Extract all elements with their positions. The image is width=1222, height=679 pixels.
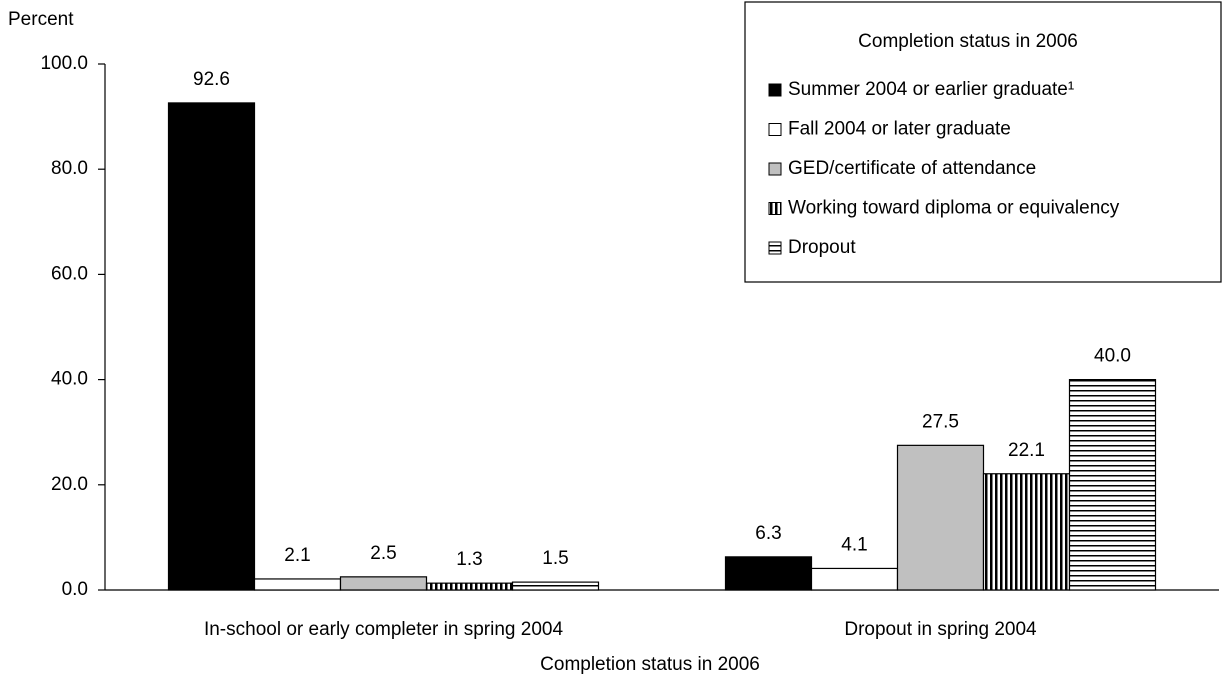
y-tick-label: 100.0	[40, 53, 88, 74]
bar	[339, 576, 428, 591]
value-label: 4.1	[841, 534, 867, 555]
legend-swatch	[768, 83, 782, 97]
legend-label: Dropout	[788, 237, 856, 258]
legend-box	[744, 1, 1222, 283]
legend-swatch	[768, 123, 782, 136]
legend-swatch	[768, 202, 782, 215]
legend-label: Fall 2004 or later graduate	[788, 119, 1011, 140]
value-label: 27.5	[922, 411, 959, 432]
x-tick-label: Dropout in spring 2004	[844, 619, 1037, 640]
legend-label: Summer 2004 or earlier graduate¹	[788, 79, 1074, 100]
bar	[511, 581, 600, 591]
bar	[724, 556, 813, 591]
legend-swatch	[768, 162, 782, 176]
bar	[810, 567, 899, 591]
y-tick-label: 40.0	[51, 369, 88, 390]
value-label: 6.3	[755, 523, 781, 544]
legend-label: Working toward diploma or equivalency	[788, 198, 1120, 219]
x-axis-label: Completion status in 2006	[540, 654, 760, 675]
value-label: 2.5	[370, 543, 396, 564]
value-label: 40.0	[1094, 346, 1131, 367]
y-tick-label: 80.0	[51, 158, 88, 179]
value-label: 1.3	[456, 549, 482, 570]
legend-title: Completion status in 2006	[858, 31, 1078, 52]
legend-label: GED/certificate of attendance	[788, 158, 1036, 179]
bar	[896, 444, 985, 591]
bar	[982, 473, 1071, 591]
bar	[1068, 379, 1157, 591]
bar	[167, 102, 256, 591]
x-tick-label: In-school or early completer in spring 2…	[204, 619, 564, 640]
y-tick-label: 60.0	[51, 263, 88, 284]
value-label: 2.1	[284, 545, 310, 566]
legend-swatch	[768, 241, 782, 255]
y-axis-label: Percent	[8, 9, 74, 30]
bar	[425, 582, 514, 591]
y-tick-label: 0.0	[62, 579, 88, 600]
value-label: 92.6	[193, 69, 230, 90]
y-tick-label: 20.0	[51, 474, 88, 495]
bar	[253, 578, 342, 591]
value-label: 22.1	[1008, 440, 1045, 461]
value-label: 1.5	[542, 548, 568, 569]
